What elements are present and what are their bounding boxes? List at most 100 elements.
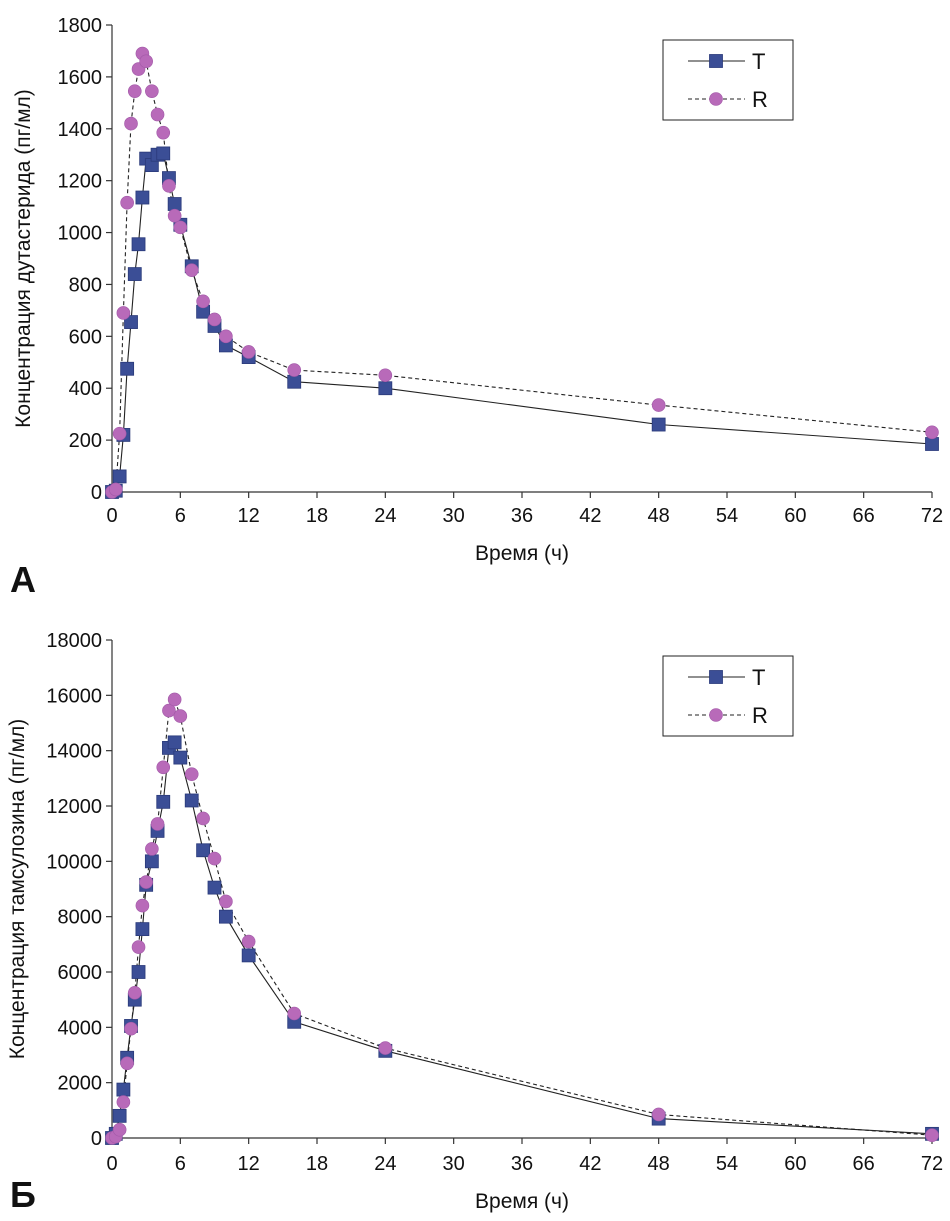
series-line-T [111, 152, 933, 493]
data-point-R [184, 263, 199, 277]
data-point-T [124, 315, 138, 329]
x-tick-label: 12 [238, 1153, 260, 1175]
data-point-T [112, 469, 127, 484]
data-point-T [241, 948, 256, 963]
data-point-R [378, 368, 393, 383]
x-tick-label: 60 [784, 505, 806, 527]
y-tick-label: 16000 [46, 685, 102, 707]
data-point-R [219, 894, 233, 909]
x-tick-label: 72 [921, 505, 943, 527]
y-tick-label: 1200 [58, 171, 103, 193]
data-point-R [120, 1056, 134, 1071]
data-point-T [131, 237, 146, 252]
x-tick-label: 30 [443, 1153, 465, 1175]
legend-label-R: R [752, 87, 768, 112]
data-point-R [196, 294, 210, 309]
x-tick-label: 30 [443, 505, 465, 527]
series-line-T [111, 741, 933, 1139]
x-axis-label: Время (ч) [475, 542, 569, 565]
data-point-R [207, 312, 222, 327]
y-tick-label: 0 [91, 482, 102, 504]
legend-box [662, 39, 794, 121]
data-point-R [241, 934, 256, 949]
data-point-R [156, 125, 171, 140]
x-tick-label: 54 [716, 505, 738, 527]
data-point-R [378, 1041, 393, 1055]
x-tick-label: 0 [106, 505, 117, 527]
data-point-T [651, 417, 666, 432]
data-point-R [124, 1021, 138, 1036]
panel-label: A [10, 559, 36, 600]
data-point-R [116, 306, 131, 320]
x-tick-label: 60 [784, 1153, 806, 1175]
x-tick-label: 12 [238, 505, 260, 527]
x-tick-label: 36 [511, 1153, 533, 1175]
legend: TR [662, 39, 794, 121]
chart-panel-1: 0 200 400 600 800 1000 1200 1400 1600 1800 0 6 12 18 2… [10, 15, 943, 600]
data-point-R [139, 875, 153, 889]
data-point-R [651, 398, 666, 412]
data-point-R [108, 482, 123, 497]
data-point-T [127, 267, 142, 281]
data-point-R [162, 179, 176, 193]
data-point-T [120, 361, 135, 376]
data-point-R [925, 1128, 939, 1143]
y-tick-label: 2000 [58, 1073, 103, 1095]
y-tick-label: 1600 [58, 67, 103, 89]
legend-marker-T [709, 54, 723, 68]
y-tick-label: 1400 [58, 119, 103, 141]
data-point-T [196, 843, 211, 858]
data-point-R [219, 329, 233, 344]
legend: TR [662, 655, 794, 737]
data-point-T [378, 381, 393, 396]
data-point-R [162, 703, 176, 718]
x-tick-label: 36 [511, 505, 533, 527]
data-point-T [156, 146, 171, 161]
y-tick-label: 0 [91, 1128, 102, 1150]
data-point-R [196, 811, 210, 826]
y-tick-label: 6000 [58, 962, 103, 984]
data-point-R [145, 84, 159, 98]
data-point-R [120, 195, 134, 210]
data-point-R [131, 940, 146, 954]
x-tick-label: 6 [175, 1153, 186, 1175]
data-point-R [287, 1006, 302, 1021]
y-tick-label: 4000 [58, 1017, 103, 1039]
x-tick-label: 72 [921, 1153, 943, 1175]
data-point-R [145, 842, 159, 856]
data-point-R [241, 345, 256, 359]
data-point-R [127, 84, 142, 98]
data-point-R [925, 425, 939, 440]
data-point-T [131, 965, 146, 979]
data-point-R [167, 692, 182, 707]
series-points-R [105, 692, 939, 1145]
data-point-T [218, 909, 233, 924]
y-axis-label: Концентрация тамсулозина (пг/мл) [6, 719, 29, 1060]
data-point-R [112, 1122, 127, 1137]
y-tick-label: 14000 [46, 741, 102, 763]
data-point-T [156, 794, 171, 809]
x-tick-label: 42 [579, 505, 601, 527]
data-point-T [112, 1108, 127, 1123]
data-point-R [173, 709, 188, 723]
y-tick-label: 12000 [46, 796, 102, 818]
legend-label-R: R [752, 703, 768, 728]
data-point-T [116, 1082, 131, 1097]
data-point-R [651, 1107, 666, 1122]
x-tick-label: 0 [106, 1153, 117, 1175]
y-tick-label: 18000 [46, 630, 102, 652]
chart-panel-2: 0200040006000800010000120001400016000180… [6, 630, 943, 1215]
x-tick-label: 24 [374, 505, 396, 527]
legend-label-T: T [752, 49, 765, 74]
x-tick-label: 18 [306, 505, 328, 527]
y-tick-label: 1800 [58, 15, 103, 37]
data-point-R [184, 767, 199, 781]
x-tick-label: 48 [648, 505, 670, 527]
x-tick-label: 18 [306, 1153, 328, 1175]
data-point-T [287, 374, 302, 389]
legend-marker-R [709, 708, 723, 722]
y-tick-label: 800 [69, 274, 102, 296]
y-tick-label: 8000 [58, 907, 103, 929]
data-point-R [127, 985, 142, 1000]
